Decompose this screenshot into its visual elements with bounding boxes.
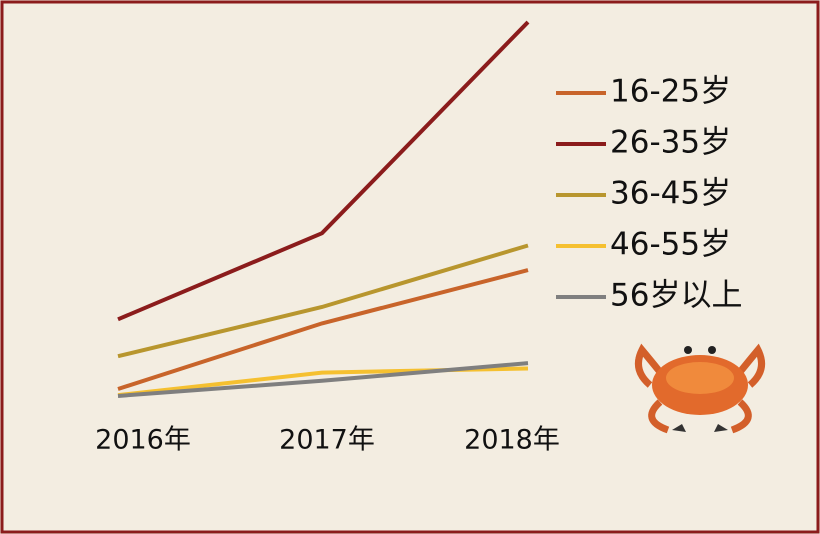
legend-label: 46-55岁 <box>610 227 731 263</box>
line <box>117 243 529 359</box>
x-tick-label: 2017年 <box>279 425 375 456</box>
legend-label: 36-45岁 <box>610 176 731 212</box>
line <box>117 361 529 398</box>
legend-label: 26-35岁 <box>610 125 731 161</box>
legend-label: 16-25岁 <box>610 74 731 110</box>
line <box>117 268 529 391</box>
x-tick-label: 2016年 <box>95 425 191 456</box>
legend-label: 56岁以上 <box>610 278 742 314</box>
crab <box>634 343 766 434</box>
x-tick-label: 2018年 <box>464 425 560 456</box>
line <box>117 20 530 322</box>
